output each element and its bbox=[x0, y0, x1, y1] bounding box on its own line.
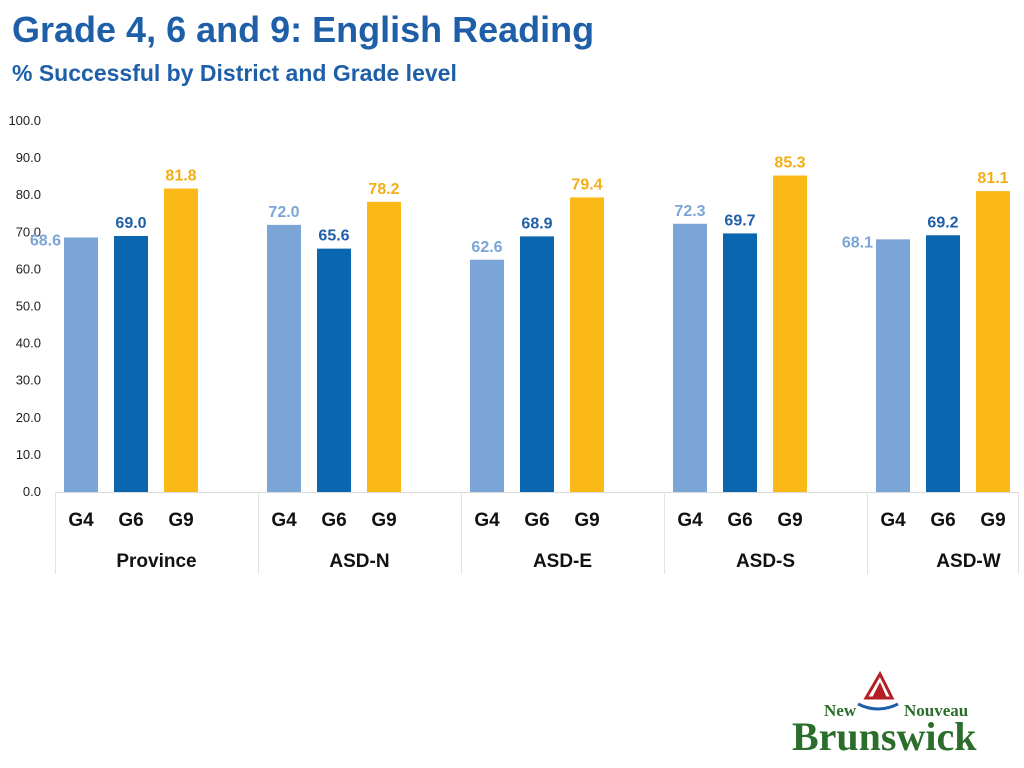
data-label: 78.2 bbox=[368, 181, 399, 198]
x-tick-label: G6 bbox=[321, 510, 346, 531]
wave-icon bbox=[857, 702, 899, 711]
bar-g4 bbox=[876, 239, 910, 492]
data-label: 72.0 bbox=[268, 204, 299, 221]
data-label: 65.6 bbox=[318, 228, 349, 245]
logo-text-nouveau: Nouveau bbox=[904, 701, 968, 720]
data-label: 69.7 bbox=[724, 212, 755, 229]
x-tick-label: G6 bbox=[930, 510, 955, 531]
group-label: ASD-N bbox=[329, 551, 389, 572]
y-tick-label: 30.0 bbox=[16, 373, 41, 388]
logo-text-brunswick: Brunswick bbox=[792, 714, 977, 758]
y-tick-label: 70.0 bbox=[16, 224, 41, 239]
x-tick-label: G4 bbox=[474, 510, 500, 531]
bar-g6 bbox=[520, 236, 554, 492]
chart-title: Grade 4, 6 and 9: English Reading bbox=[12, 9, 595, 50]
y-tick-label: 40.0 bbox=[16, 336, 41, 351]
x-tick-label: G9 bbox=[168, 510, 193, 531]
bar-g4 bbox=[470, 259, 504, 492]
x-tick-label: G9 bbox=[980, 510, 1005, 531]
data-label: 79.4 bbox=[571, 176, 602, 193]
bar-g9 bbox=[570, 197, 604, 492]
data-label: 81.1 bbox=[977, 170, 1008, 187]
x-tick-label: G4 bbox=[677, 510, 703, 531]
y-tick-label: 60.0 bbox=[16, 261, 41, 276]
logo-text-new: New bbox=[824, 701, 857, 720]
x-tick-label: G9 bbox=[371, 510, 396, 531]
data-label: 69.2 bbox=[927, 214, 958, 231]
bar-g9 bbox=[773, 175, 807, 493]
bar-g4 bbox=[267, 224, 301, 492]
x-tick-label: G9 bbox=[574, 510, 599, 531]
new-brunswick-logo: New Nouveau Brunswick bbox=[792, 670, 977, 758]
chart-subtitle: % Successful by District and Grade level bbox=[12, 60, 457, 86]
y-tick-label: 100.0 bbox=[8, 113, 41, 128]
bar-g4 bbox=[64, 237, 98, 492]
bar-g6 bbox=[926, 235, 960, 492]
y-tick-label: 90.0 bbox=[16, 150, 41, 165]
y-tick-label: 20.0 bbox=[16, 410, 41, 425]
x-tick-label: G6 bbox=[727, 510, 752, 531]
data-label: 85.3 bbox=[774, 155, 805, 172]
data-label: 72.3 bbox=[674, 203, 705, 220]
bar-g9 bbox=[164, 188, 198, 492]
group-label: ASD-E bbox=[533, 551, 592, 572]
data-label: 68.6 bbox=[30, 232, 61, 249]
group-label: ASD-W bbox=[936, 551, 1000, 572]
bar-g6 bbox=[114, 236, 148, 492]
data-label: 68.1 bbox=[842, 234, 873, 251]
data-label: 62.6 bbox=[471, 239, 502, 256]
x-tick-label: G4 bbox=[271, 510, 297, 531]
y-tick-label: 10.0 bbox=[16, 447, 41, 462]
data-label: 69.0 bbox=[115, 215, 146, 232]
x-tick-label: G4 bbox=[880, 510, 906, 531]
x-tick-label: G9 bbox=[777, 510, 802, 531]
y-tick-label: 0.0 bbox=[23, 484, 41, 499]
data-label: 81.8 bbox=[165, 168, 196, 185]
bar-g9 bbox=[976, 191, 1010, 492]
group-label: ASD-S bbox=[736, 551, 795, 572]
bar-g4 bbox=[673, 223, 707, 492]
x-tick-label: G6 bbox=[118, 510, 143, 531]
y-tick-label: 50.0 bbox=[16, 299, 41, 314]
bar-g6 bbox=[723, 233, 757, 492]
y-tick-label: 80.0 bbox=[16, 187, 41, 202]
bar-g6 bbox=[317, 248, 351, 492]
x-tick-label: G4 bbox=[68, 510, 94, 531]
ship-sail-fill bbox=[872, 682, 887, 698]
bar-chart: 0.0 10.0 20.0 30.0 40.0 50.0 60.0 70.0 80.0 90.0 1… bbox=[8, 113, 1019, 574]
x-tick-label: G6 bbox=[524, 510, 549, 531]
group-label: Province bbox=[116, 551, 196, 572]
data-label: 68.9 bbox=[521, 215, 552, 232]
bar-g9 bbox=[367, 201, 401, 493]
